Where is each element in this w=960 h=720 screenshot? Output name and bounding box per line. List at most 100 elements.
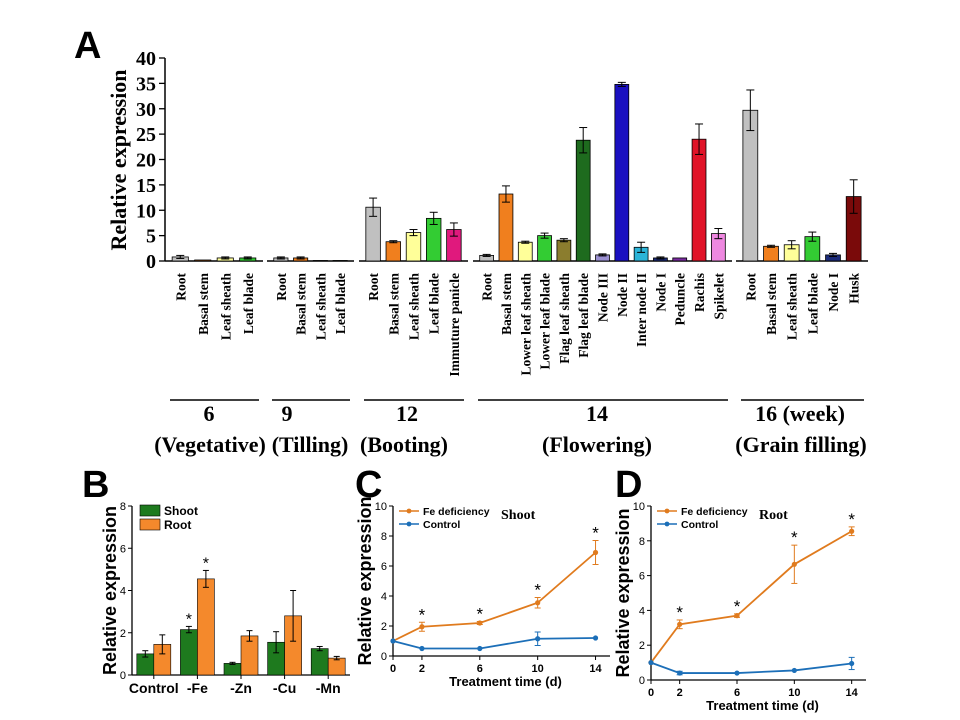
d-data-point: [677, 670, 683, 676]
b-x-tick-label: -Mn: [316, 680, 341, 696]
c-x-tick-label: 14: [589, 663, 602, 675]
c-y-tick-label: 10: [375, 501, 387, 513]
c-x-tick-label: 10: [532, 663, 544, 675]
d-y-tick-label: 0: [639, 675, 645, 687]
a-category-label: Leaf blade: [805, 273, 820, 334]
a-stage-week: 16 (week): [755, 401, 845, 426]
panel-letter-c: C: [355, 464, 382, 506]
d-data-point: [734, 670, 740, 676]
d-y-axis-label: Relative expression: [613, 508, 633, 677]
b-bar: [310, 648, 329, 676]
c-data-point: [592, 549, 599, 556]
a-bar: [385, 241, 401, 262]
b-y-tick-label: 6: [120, 543, 126, 555]
d-y-tick-label: 10: [633, 501, 645, 513]
a-y-tick-label: 0: [146, 251, 156, 273]
a-y-tick-label: 30: [136, 99, 156, 121]
c-x-tick-label: 0: [390, 663, 396, 675]
d-y-tick-label: 2: [639, 640, 645, 652]
d-legend-marker: [664, 521, 670, 527]
c-significance-star: *: [592, 524, 599, 543]
a-category-label: Flag leaf blade: [576, 273, 591, 358]
d-data-point: [791, 667, 797, 674]
a-y-tick-label: 35: [136, 73, 156, 95]
a-bar: [575, 139, 591, 262]
a-bar: [763, 245, 779, 262]
d-significance-star: *: [676, 603, 683, 622]
a-y-tick-label: 40: [136, 48, 156, 70]
a-stage-name: (Booting): [360, 432, 448, 457]
b-significance-star: *: [186, 611, 192, 628]
a-category-label: Immuture panicle: [447, 273, 462, 377]
a-bar: [691, 138, 707, 262]
b-bar: [180, 629, 198, 676]
a-bar: [537, 235, 552, 262]
a-stage-name: (Tilling): [272, 432, 349, 457]
b-legend-label: Shoot: [164, 504, 198, 518]
c-y-tick-label: 4: [381, 591, 387, 603]
a-bar: [614, 83, 630, 262]
a-y-tick-label: 5: [146, 226, 156, 248]
a-y-tick-label: 10: [136, 200, 156, 222]
a-category-label: Node I: [826, 273, 841, 312]
a-category-label: Husk: [847, 273, 862, 304]
d-x-tick-label: 2: [677, 687, 683, 699]
c-x-axis-label: Treatment time (d): [449, 674, 562, 689]
c-title: Shoot: [501, 508, 536, 523]
a-category-label: Basal stem: [294, 272, 309, 335]
b-bar: [240, 635, 259, 676]
a-stage-week: 9: [282, 401, 293, 426]
a-stage-name: (Vegetative): [154, 432, 266, 457]
c-data-point: [477, 645, 483, 652]
d-data-point: [648, 660, 654, 666]
a-bar: [498, 193, 514, 262]
d-x-tick-label: 14: [846, 687, 859, 699]
b-bar: [223, 663, 242, 676]
d-data-point: [849, 660, 855, 667]
b-y-tick-label: 2: [120, 628, 126, 640]
c-significance-star: *: [476, 605, 483, 624]
c-data-point: [535, 600, 541, 606]
a-category-label: Leaf sheath: [313, 273, 328, 341]
a-category-label: Root: [480, 273, 495, 301]
c-y-tick-label: 8: [381, 531, 387, 543]
a-category-label: Peduncle: [673, 273, 688, 326]
b-x-tick-label: Control: [129, 680, 179, 696]
c-legend-marker: [406, 521, 412, 527]
a-y-tick-label: 25: [136, 124, 156, 146]
a-y-tick-label: 20: [136, 150, 156, 172]
a-category-label: Spikelet: [711, 273, 726, 320]
b-significance-star: *: [203, 555, 209, 572]
d-data-point: [791, 561, 797, 567]
b-legend-label: Root: [164, 518, 191, 532]
a-bar: [742, 109, 759, 262]
d-x-tick-label: 10: [788, 687, 800, 699]
c-data-point: [477, 620, 483, 626]
c-data-point: [419, 645, 425, 652]
c-data-point: [390, 638, 396, 644]
d-legend-label: Fe deficiency: [681, 506, 748, 518]
b-x-tick-label: -Fe: [187, 680, 208, 696]
a-bar: [194, 259, 212, 262]
a-category-label: Leaf blade: [333, 273, 348, 334]
a-category-label: Flag leaf sheath: [557, 273, 572, 364]
b-bar: [327, 657, 346, 676]
c-significance-star: *: [534, 581, 541, 600]
panel-letter-a: A: [74, 25, 101, 67]
c-significance-star: *: [419, 605, 426, 624]
a-category-label: Lower leaf blade: [538, 273, 553, 370]
panel-c-chart: 0 2 4 6 8 10 0 2 6 10 14 Treatment time (d) Relative…: [355, 496, 610, 689]
c-legend-label: Fe deficiency: [423, 506, 490, 518]
a-category-label: Node I: [653, 273, 668, 312]
d-y-tick-label: 8: [639, 536, 645, 548]
a-category-label: Root: [366, 273, 381, 301]
panel-letter-b: B: [82, 464, 109, 506]
c-y-axis-label: Relative expression: [355, 496, 375, 665]
d-data-point: [849, 528, 855, 534]
a-category-label: Root: [274, 273, 289, 301]
d-legend-marker: [664, 508, 670, 514]
b-x-tick-label: -Cu: [273, 680, 296, 696]
